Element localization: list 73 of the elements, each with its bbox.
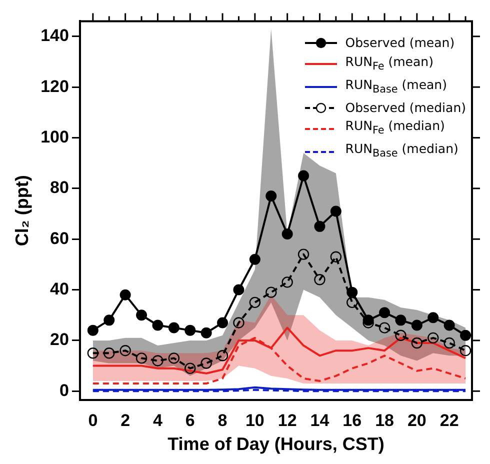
point [330,206,342,217]
point [266,190,277,202]
y-tick-label: 80 [50,178,69,198]
x-tick-label: 10 [245,410,264,430]
point [314,220,326,232]
point [152,320,164,331]
point [428,312,439,324]
point [282,276,293,288]
point [282,228,293,240]
x-tick-label: 16 [342,410,362,430]
point [152,355,164,366]
x-tick-label: 0 [88,410,98,430]
point [87,348,99,359]
point [120,289,131,300]
point [104,348,115,359]
point [346,296,358,308]
point [216,350,228,362]
y-tick-label: 120 [40,76,69,96]
point [104,314,115,326]
point [460,330,472,341]
x-tick-label: 18 [375,410,394,430]
x-tick-label: 2 [120,410,130,430]
legend-label: RUN$_{Base}$ (mean) [345,76,447,97]
point [314,274,326,286]
point [233,317,244,328]
point [184,362,196,374]
point [200,358,212,369]
y-tick-label: 140 [40,26,69,46]
point [411,320,422,331]
x-tick-label: 22 [440,410,459,430]
x-axis-title: Time of Day (Hours, CST) [168,434,384,454]
point [298,170,310,182]
point [136,352,148,364]
point [330,251,342,262]
y-tick-label: 100 [40,127,69,146]
legend-label: RUN$_{Base}$ (median) [345,140,458,162]
point [266,286,277,298]
point [233,284,244,296]
x-tick-label: 8 [218,410,228,430]
x-tick-label: 6 [185,410,195,430]
x-tick-label: 4 [152,410,163,430]
point [378,322,390,334]
x-tick-label: 12 [278,410,297,430]
point [168,322,180,334]
legend-label: Observed (median) [345,98,466,116]
y-tick-label: 0 [59,380,69,400]
point [249,296,261,308]
point [395,314,406,326]
y-tick-label: 20 [50,330,69,350]
legend-label: Observed (mean) [345,34,455,52]
x-tick-label: 14 [310,410,330,430]
point [444,320,455,331]
point [120,344,131,356]
point [168,352,180,364]
point [184,324,196,336]
point [136,310,148,321]
point [395,330,406,341]
point [217,317,228,328]
point [444,337,455,349]
legend-label: RUN$_{Fe}$ (mean) [345,52,434,74]
point [411,337,423,349]
point [249,254,260,265]
y-tick-label: 60 [50,228,69,248]
point [428,332,439,344]
point [460,344,472,356]
point [200,327,212,338]
legend-label: RUN$_{Fe}$ (median) [345,117,445,138]
x-tick-label: 20 [407,410,426,430]
y-axis-title: Cl₂ (ppt) [12,175,32,246]
point [298,248,310,260]
y-tick-label: 40 [50,279,69,298]
point [379,307,390,318]
point [87,324,98,336]
